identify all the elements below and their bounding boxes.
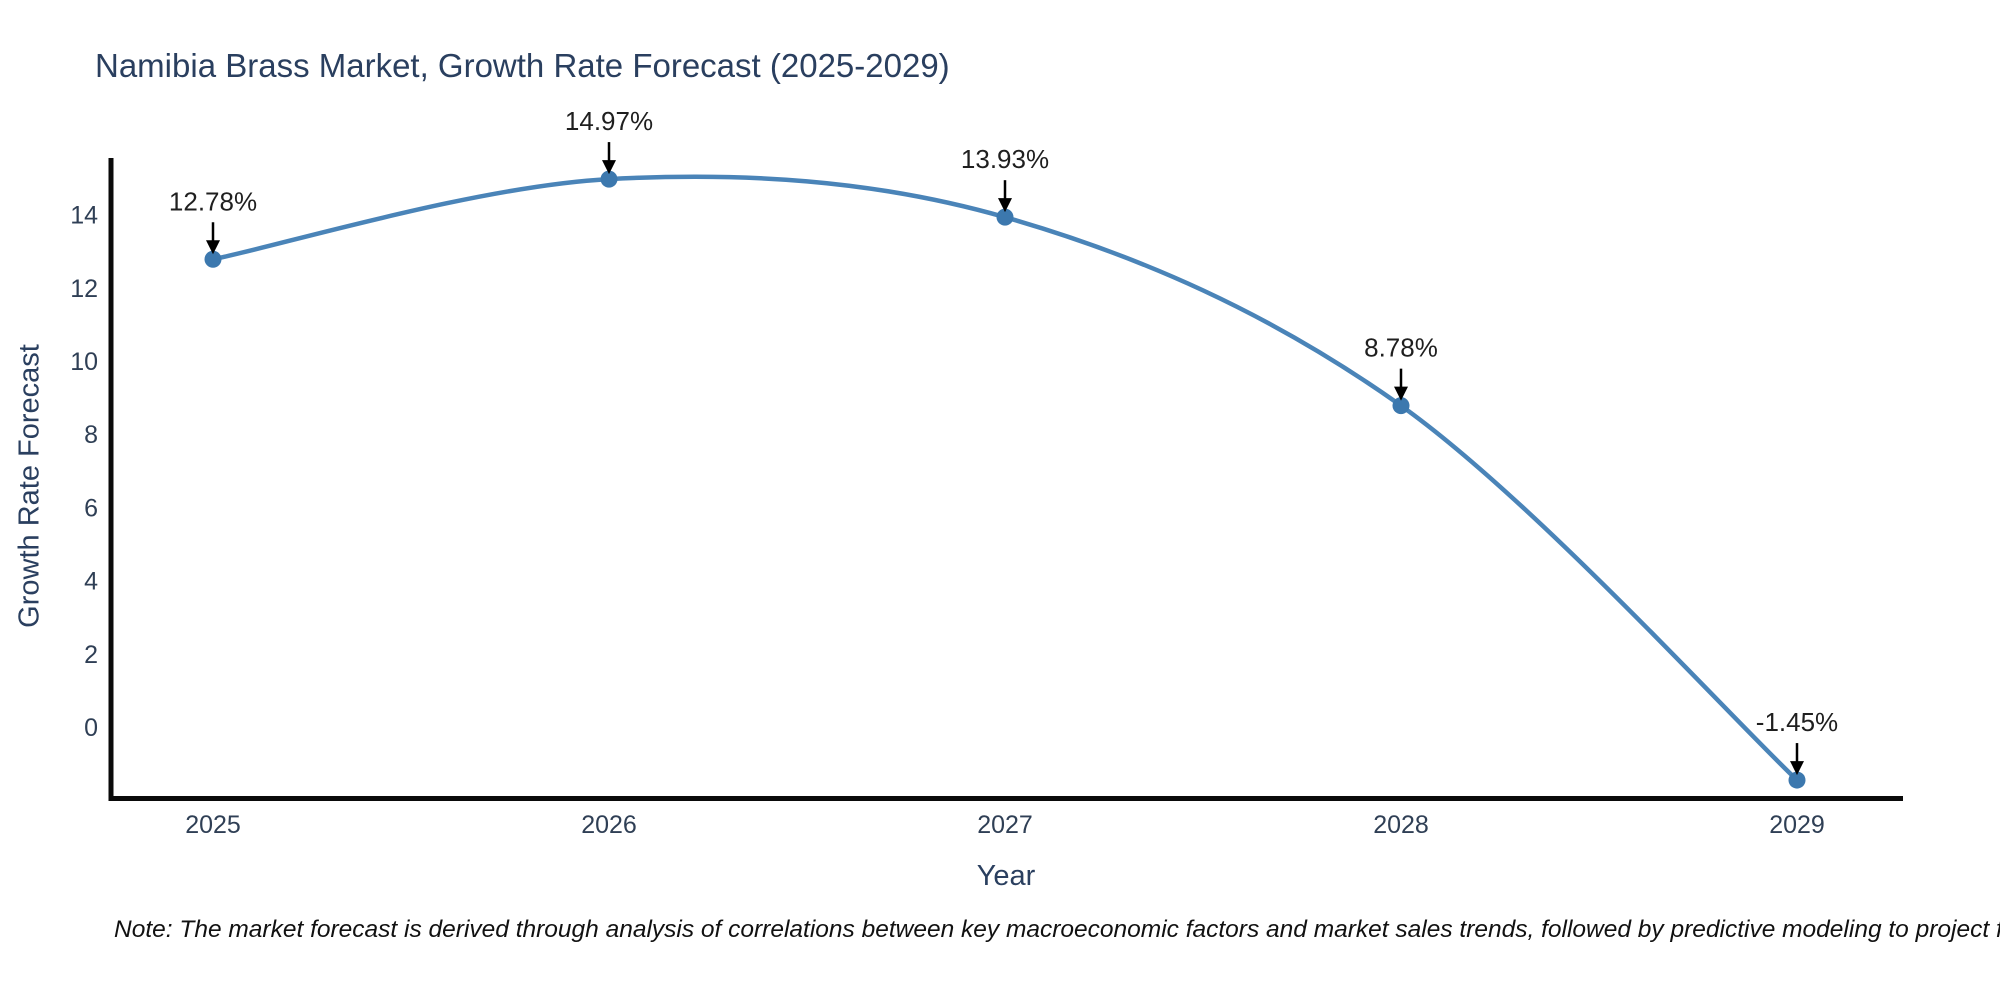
x-tick-label: 2029 xyxy=(1769,811,1825,839)
x-tick-label: 2028 xyxy=(1373,811,1429,839)
data-point-marker[interactable] xyxy=(204,250,222,268)
footnote: Note: The market forecast is derived thr… xyxy=(114,916,2000,943)
y-tick-label: 14 xyxy=(70,202,98,230)
annotation-arrowhead-icon xyxy=(1790,761,1804,776)
x-tick-label: 2027 xyxy=(977,811,1033,839)
annotation-label: 12.78% xyxy=(169,186,257,216)
annotation-label: 14.97% xyxy=(565,106,653,136)
y-tick-label: 6 xyxy=(84,494,98,522)
x-tick-label: 2025 xyxy=(185,811,241,839)
x-tick-label: 2026 xyxy=(581,811,637,839)
axis-lines xyxy=(108,158,1903,801)
annotation-label: -1.45% xyxy=(1756,707,1838,737)
x-axis-title: Year xyxy=(976,860,1036,892)
annotation-label: 8.78% xyxy=(1364,333,1438,363)
y-tick-label: 2 xyxy=(84,641,98,669)
annotation-arrowhead-icon xyxy=(206,240,220,255)
y-tick-label: 8 xyxy=(84,421,98,449)
y-tick-label: 4 xyxy=(84,568,98,596)
data-point-marker[interactable] xyxy=(996,208,1014,226)
forecast-line xyxy=(210,174,1800,783)
y-tick-label: 12 xyxy=(70,275,98,303)
y-tick-label: 0 xyxy=(84,714,98,742)
annotation-label: 13.93% xyxy=(961,144,1049,174)
data-point-marker[interactable] xyxy=(1392,397,1410,415)
chart-title: Namibia Brass Market, Growth Rate Foreca… xyxy=(95,47,950,84)
data-point-marker[interactable] xyxy=(1788,771,1806,789)
data-point-marker[interactable] xyxy=(600,170,618,188)
y-tick-label: 10 xyxy=(70,348,98,376)
annotation-arrowhead-icon xyxy=(1394,386,1408,401)
annotation-arrowhead-icon xyxy=(602,160,616,175)
annotation-arrowhead-icon xyxy=(998,198,1012,213)
